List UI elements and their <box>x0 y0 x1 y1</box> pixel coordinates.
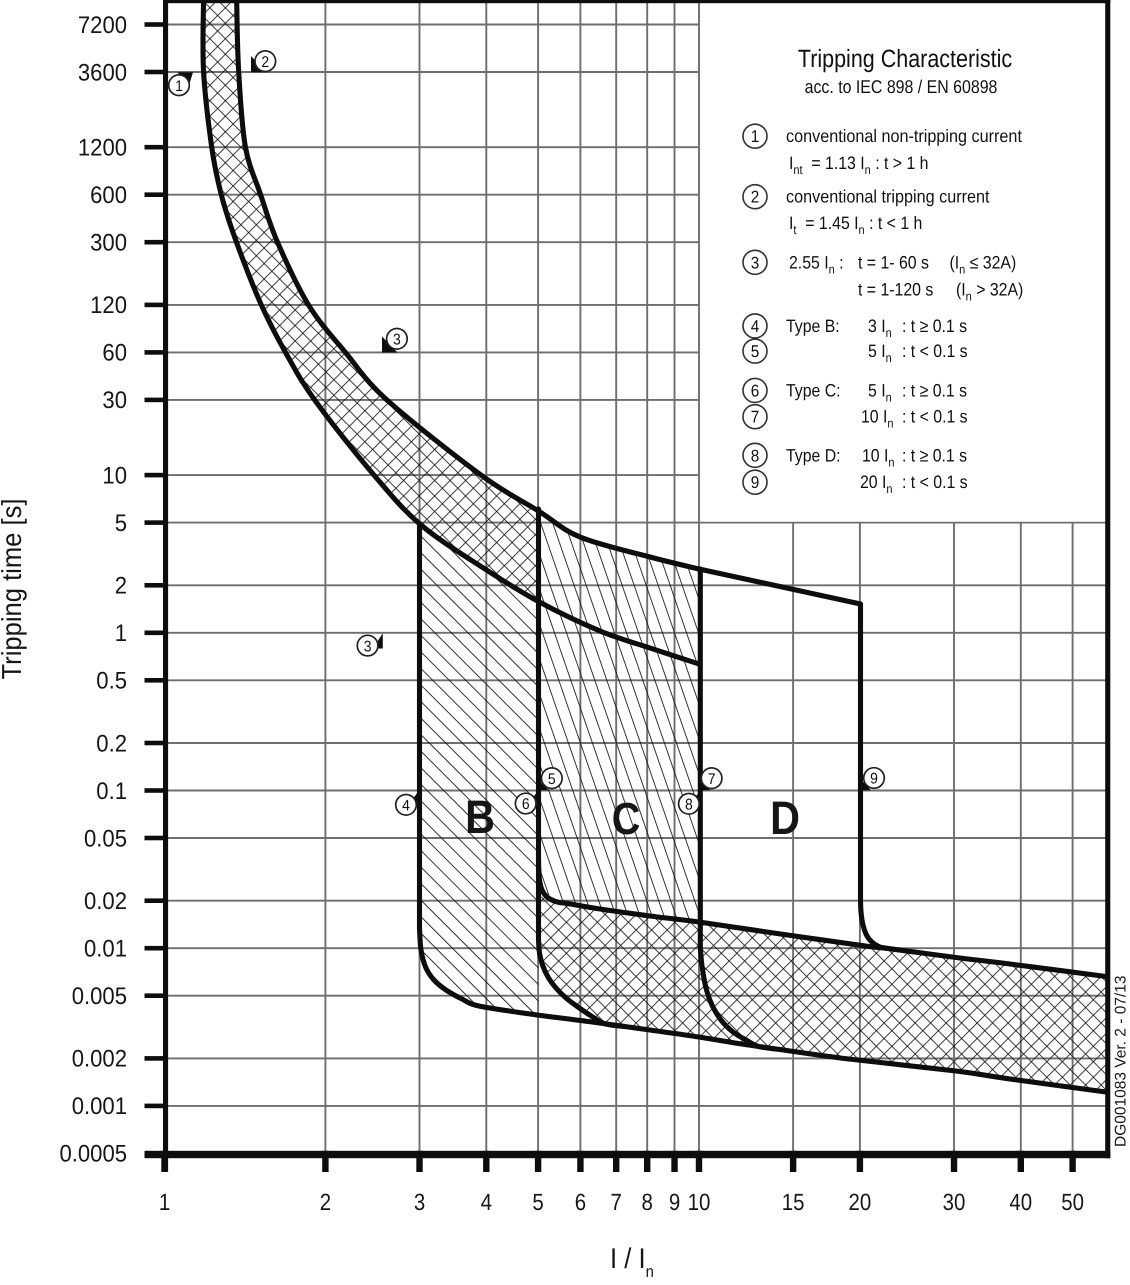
svg-text:1200: 1200 <box>78 135 127 162</box>
svg-text:3: 3 <box>393 332 401 349</box>
svg-text:30: 30 <box>102 387 127 414</box>
svg-text:6: 6 <box>751 381 760 400</box>
svg-text:3: 3 <box>364 638 372 655</box>
svg-text:3: 3 <box>414 1189 425 1215</box>
svg-text:40: 40 <box>1009 1189 1032 1215</box>
svg-text:Tripping time [s]: Tripping time [s] <box>0 499 27 680</box>
svg-text:0.1: 0.1 <box>96 778 127 805</box>
svg-text:10: 10 <box>688 1189 711 1215</box>
svg-text:5: 5 <box>548 771 556 788</box>
svg-text:50: 50 <box>1061 1189 1084 1215</box>
svg-text:DG001083 Ver. 2 - 07/13: DG001083 Ver. 2 - 07/13 <box>1113 976 1130 1147</box>
svg-text:5: 5 <box>532 1189 543 1215</box>
svg-text:9: 9 <box>669 1189 680 1215</box>
svg-text:1: 1 <box>175 78 183 95</box>
svg-text:0.01: 0.01 <box>84 936 127 963</box>
svg-text:conventional tripping current: conventional tripping current <box>786 187 990 207</box>
svg-text:30: 30 <box>943 1189 966 1215</box>
svg-text:: t ≥ 0.1 s: : t ≥ 0.1 s <box>902 445 967 465</box>
svg-text:9: 9 <box>870 771 878 788</box>
svg-text:t = 1-120 s: t = 1-120 s <box>858 280 933 300</box>
svg-text:6: 6 <box>522 796 530 813</box>
svg-text:2: 2 <box>261 54 269 71</box>
svg-text:: t < 0.1 s: : t < 0.1 s <box>902 407 968 427</box>
svg-text:600: 600 <box>90 182 127 209</box>
svg-text:8: 8 <box>751 446 760 465</box>
svg-text:3: 3 <box>751 253 760 272</box>
svg-text:8: 8 <box>642 1189 653 1215</box>
svg-text:2: 2 <box>115 573 127 600</box>
svg-text:15: 15 <box>782 1189 805 1215</box>
svg-text:t = 1- 60 s: t = 1- 60 s <box>858 252 929 272</box>
svg-text:2: 2 <box>751 188 760 207</box>
svg-text:4: 4 <box>751 317 760 336</box>
svg-text:8: 8 <box>685 797 693 814</box>
svg-text:0.0005: 0.0005 <box>59 1141 127 1168</box>
svg-text:300: 300 <box>90 230 127 257</box>
svg-text:3600: 3600 <box>78 59 127 86</box>
svg-text:2: 2 <box>320 1189 331 1215</box>
svg-text:0.001: 0.001 <box>72 1093 127 1120</box>
svg-text:0.002: 0.002 <box>72 1046 127 1073</box>
svg-text:20: 20 <box>849 1189 872 1215</box>
svg-text:9: 9 <box>751 473 760 492</box>
svg-text:0.5: 0.5 <box>96 668 127 695</box>
svg-text:5: 5 <box>751 342 760 361</box>
svg-text:4: 4 <box>402 798 410 815</box>
svg-text:1: 1 <box>115 620 127 647</box>
svg-text:0.005: 0.005 <box>72 983 127 1010</box>
svg-text:1: 1 <box>159 1189 170 1215</box>
svg-text:7: 7 <box>611 1189 622 1215</box>
svg-text:acc. to IEC 898 / EN 60898: acc. to IEC 898 / EN 60898 <box>805 76 998 97</box>
svg-text:: t < 0.1 s: : t < 0.1 s <box>902 341 968 361</box>
svg-text:10: 10 <box>102 462 127 489</box>
svg-text:Type B:: Type B: <box>786 316 840 336</box>
svg-text:: t ≥ 0.1 s: : t ≥ 0.1 s <box>902 380 967 400</box>
svg-text:B: B <box>465 790 495 843</box>
svg-text:7: 7 <box>751 408 760 427</box>
svg-text:0.05: 0.05 <box>84 825 127 852</box>
svg-text:: t < 0.1 s: : t < 0.1 s <box>902 472 968 492</box>
svg-text:6: 6 <box>575 1189 586 1215</box>
svg-text:120: 120 <box>90 292 127 319</box>
svg-text:7200: 7200 <box>78 12 127 39</box>
svg-text:0.02: 0.02 <box>84 888 127 915</box>
svg-text:Tripping Characteristic: Tripping Characteristic <box>798 45 1012 73</box>
svg-text:60: 60 <box>102 340 127 367</box>
svg-text:D: D <box>770 791 800 844</box>
svg-text:conventional non-tripping curr: conventional non-tripping current <box>786 126 1022 146</box>
svg-text:1: 1 <box>751 127 760 146</box>
svg-text:4: 4 <box>481 1189 492 1215</box>
svg-text:Type C:: Type C: <box>786 380 841 400</box>
svg-text:0.2: 0.2 <box>96 730 127 757</box>
svg-text:5: 5 <box>115 510 127 537</box>
svg-text:C: C <box>612 793 641 844</box>
svg-text:7: 7 <box>708 771 716 788</box>
svg-text:Type D:: Type D: <box>786 445 841 465</box>
svg-text:: t ≥ 0.1 s: : t ≥ 0.1 s <box>902 316 967 336</box>
